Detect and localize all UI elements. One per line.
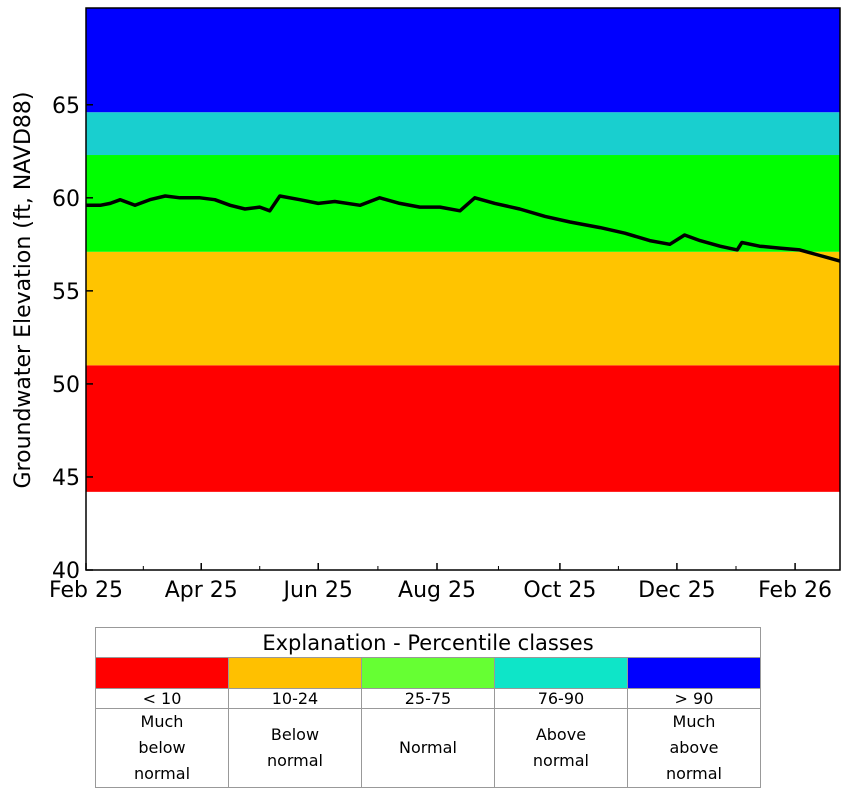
y-tick-label: 50	[52, 373, 80, 398]
x-tick-label: Oct 25	[523, 578, 596, 603]
legend-swatch	[360, 657, 495, 689]
legend-description-text: Much below normal	[133, 712, 191, 783]
y-tick-label: 55	[52, 280, 80, 305]
legend-swatch	[493, 657, 628, 689]
x-tick-label: Feb 25	[49, 578, 123, 603]
legend-range: 10-24	[227, 688, 362, 709]
x-tick-label: Dec 25	[638, 578, 716, 603]
legend-description: Much below normal	[95, 708, 229, 788]
legend-swatch	[227, 657, 362, 689]
x-tick-label: Feb 26	[758, 578, 832, 603]
y-tick-label: 45	[52, 466, 80, 491]
percentile-band	[86, 155, 840, 252]
percentile-band	[86, 251, 840, 366]
y-tick-label: 60	[52, 187, 80, 212]
legend-range-text: > 90	[674, 689, 714, 708]
x-tick-label: Jun 25	[282, 578, 353, 603]
x-tick-label: Aug 25	[398, 578, 476, 603]
y-axis-label: Groundwater Elevation (ft, NAVD88)	[11, 92, 36, 489]
legend-range: 76-90	[493, 688, 628, 709]
groundwater-line	[86, 194, 841, 263]
legend-range: < 10	[95, 688, 229, 709]
page: Groundwater Elevation (ft, NAVD88) 40 45 5…	[11, 7, 841, 788]
legend-range-text: 10-24	[271, 689, 319, 708]
legend-swatch	[626, 657, 762, 689]
legend-description: Much above normal	[626, 708, 762, 788]
y-tick-label: 65	[52, 94, 80, 119]
legend-description: Below normal	[227, 708, 362, 788]
x-tick-label: Apr 25	[165, 578, 238, 603]
legend-range-text: 76-90	[537, 689, 585, 708]
legend-range-text: < 10	[142, 689, 182, 708]
legend-description: Above normal	[493, 708, 628, 788]
legend-range: 25-75	[360, 688, 495, 709]
percentile-band	[86, 8, 840, 113]
chart: Groundwater Elevation (ft, NAVD88) 40 45 5…	[11, 7, 841, 603]
percentile-band	[86, 365, 840, 492]
legend-description-text: Normal	[399, 738, 457, 757]
legend-description-text: Much above normal	[665, 712, 722, 783]
legend-description-text: Above normal	[532, 725, 589, 770]
y-tick-label: 40	[52, 559, 80, 584]
percentile-band	[86, 112, 840, 156]
legend-description: Normal	[360, 708, 495, 788]
legend-title: Explanation - Percentile classes	[95, 627, 761, 658]
legend-table: Explanation - Percentile classes < 10 10-…	[95, 627, 762, 788]
legend-swatch	[95, 657, 229, 689]
legend-range-text: 25-75	[404, 689, 452, 708]
legend-description-text: Below normal	[266, 725, 323, 770]
legend-range: > 90	[626, 688, 762, 709]
plot-frame	[85, 7, 841, 571]
